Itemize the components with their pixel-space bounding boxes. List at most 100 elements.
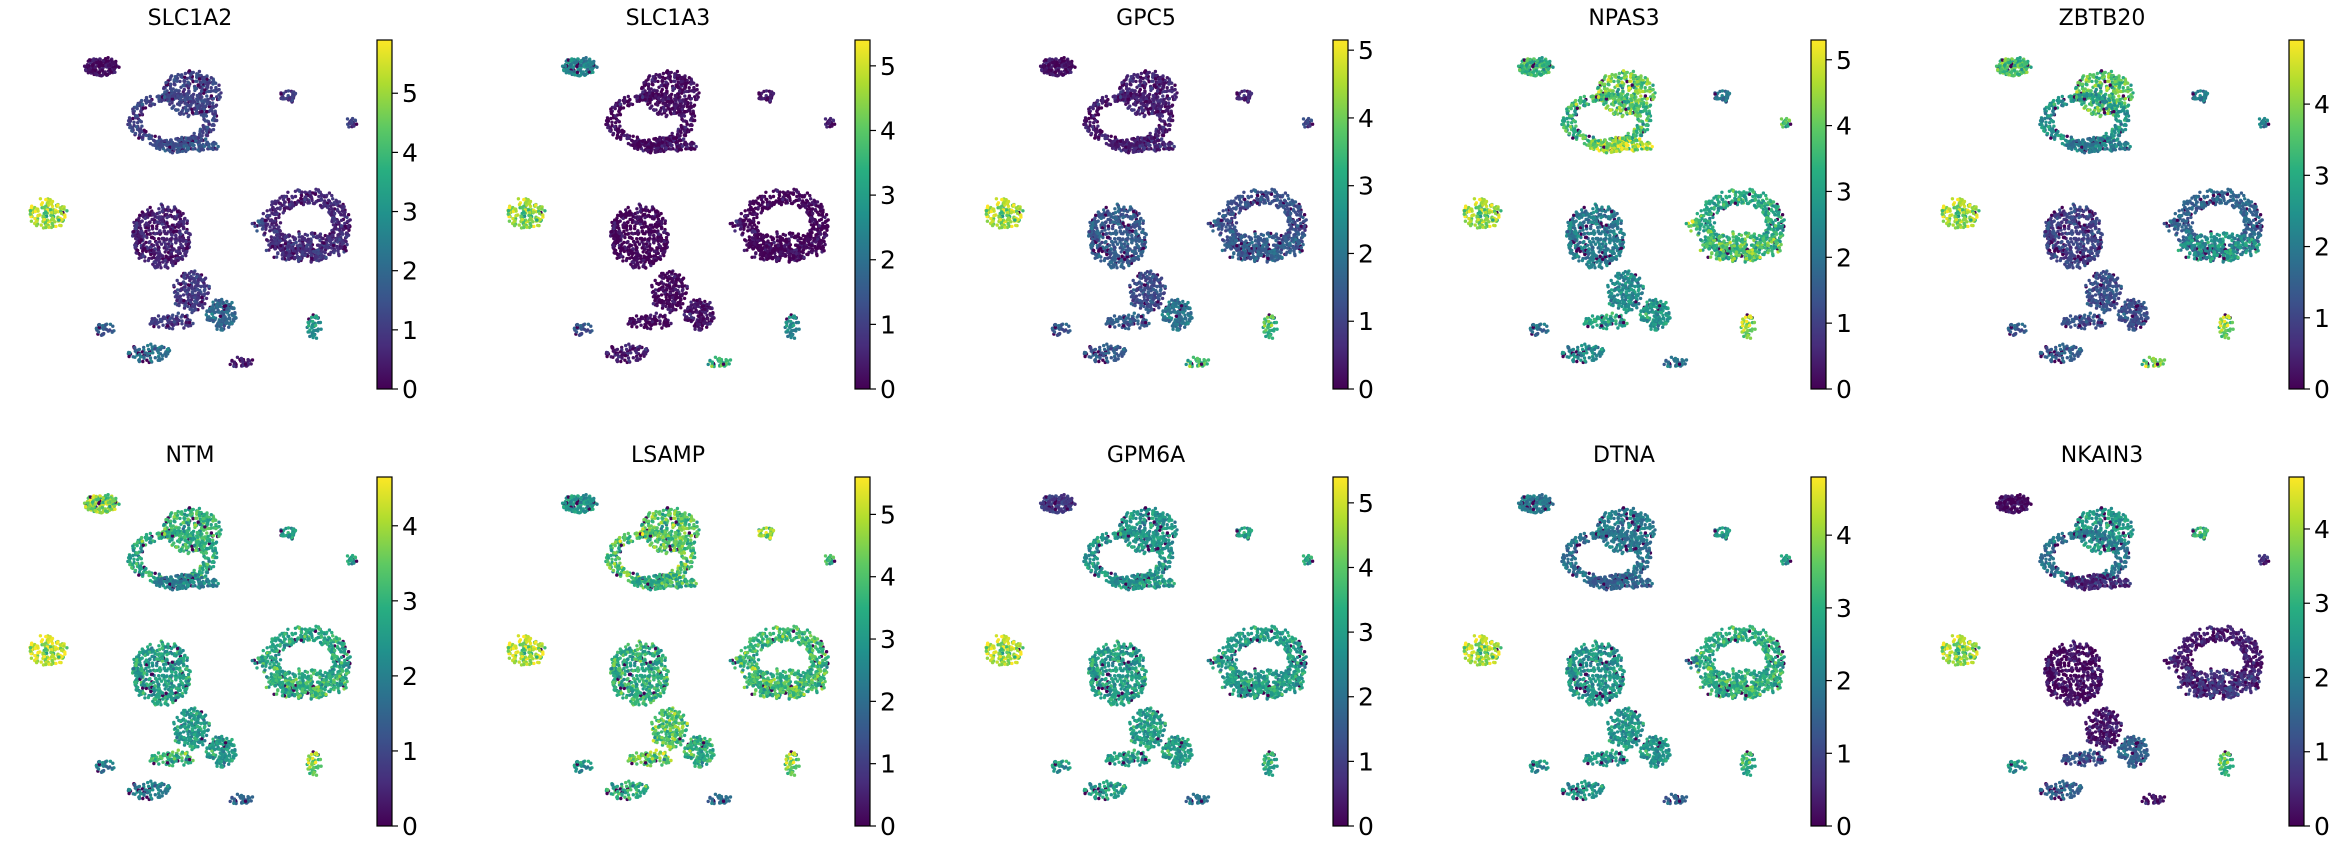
point [657, 232, 660, 235]
point [629, 224, 632, 227]
point [636, 230, 639, 233]
panel-title: SLC1A2 [148, 6, 233, 31]
point [193, 305, 196, 308]
point [693, 104, 696, 107]
point [157, 207, 160, 210]
point [333, 218, 336, 221]
point [204, 137, 207, 140]
point [663, 143, 666, 146]
point [626, 240, 629, 243]
point [195, 104, 198, 107]
point [319, 204, 322, 207]
point [670, 71, 673, 74]
point [30, 220, 33, 223]
point [320, 193, 323, 196]
point [156, 263, 159, 266]
point [667, 73, 670, 76]
point [204, 119, 207, 122]
point [148, 240, 151, 243]
point [150, 321, 153, 324]
point [522, 205, 525, 208]
point [141, 210, 144, 213]
point [656, 89, 659, 92]
point [189, 100, 192, 103]
point [643, 232, 646, 235]
point [104, 57, 107, 60]
point [666, 232, 669, 235]
point [627, 142, 630, 145]
point [654, 151, 657, 154]
point [648, 210, 651, 213]
point [341, 210, 344, 213]
point [212, 79, 215, 82]
point [140, 112, 143, 115]
point [134, 244, 137, 247]
point [636, 100, 639, 103]
point [117, 66, 120, 69]
point [326, 204, 329, 207]
point [639, 220, 642, 223]
point [161, 206, 164, 209]
point [182, 80, 185, 83]
point [514, 214, 517, 217]
point [627, 99, 630, 102]
point [181, 314, 184, 317]
point [59, 206, 62, 209]
point [832, 119, 835, 122]
point [134, 132, 137, 135]
point [641, 139, 644, 142]
point [136, 107, 139, 110]
point [507, 213, 510, 216]
point [93, 72, 96, 75]
point [536, 224, 539, 227]
point [223, 324, 226, 327]
point [692, 86, 695, 89]
point [645, 93, 648, 96]
point [268, 225, 271, 228]
point [206, 292, 209, 295]
point [699, 328, 702, 331]
point [172, 247, 175, 250]
point [157, 356, 160, 359]
point [218, 311, 221, 314]
point [136, 249, 139, 252]
point [171, 151, 174, 154]
point [612, 132, 615, 135]
point [765, 89, 768, 92]
point [657, 288, 660, 291]
point [211, 142, 214, 145]
point [662, 106, 665, 109]
point [166, 352, 169, 355]
point [652, 302, 655, 305]
point [158, 240, 161, 243]
point [652, 207, 655, 210]
point [307, 240, 310, 243]
point [214, 298, 217, 301]
point [642, 225, 645, 228]
point [301, 242, 304, 245]
point [107, 64, 110, 67]
point [664, 305, 667, 308]
point [138, 214, 141, 217]
point [197, 279, 200, 282]
point [616, 234, 619, 237]
point [225, 308, 228, 311]
point [181, 245, 184, 248]
point [636, 211, 639, 214]
point [685, 90, 688, 93]
point [171, 142, 174, 145]
point [639, 254, 642, 257]
point [676, 74, 679, 77]
point [623, 96, 626, 99]
point [266, 217, 269, 220]
point [318, 245, 321, 248]
point [161, 220, 164, 223]
point [299, 197, 302, 200]
point [214, 86, 217, 89]
point [189, 301, 192, 304]
point [145, 221, 148, 224]
point [310, 253, 313, 256]
point [217, 98, 220, 101]
point [176, 151, 179, 154]
point [215, 328, 218, 331]
